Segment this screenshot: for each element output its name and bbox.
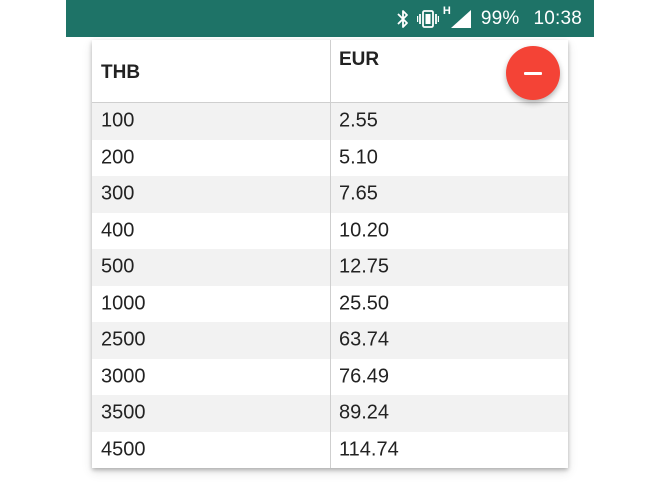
network-type-label: H — [442, 4, 451, 17]
remove-button[interactable] — [506, 46, 560, 100]
column-header-thb: THB — [101, 62, 141, 83]
thb-amount: 300 — [101, 182, 135, 205]
eur-amount: 25.50 — [339, 292, 390, 315]
thb-amount: 200 — [101, 146, 135, 169]
status-bar: H 99% 10:38 — [66, 0, 594, 37]
eur-amount: 12.75 — [339, 255, 390, 278]
column-divider — [330, 40, 331, 468]
eur-amount: 5.10 — [339, 146, 378, 169]
thb-amount: 3500 — [101, 401, 146, 424]
eur-amount: 63.74 — [339, 328, 390, 351]
bluetooth-icon — [397, 9, 409, 29]
column-header-eur: EUR — [339, 49, 380, 70]
eur-amount: 10.20 — [339, 219, 390, 242]
eur-amount: 2.55 — [339, 109, 378, 132]
battery-level: 99% — [480, 7, 520, 29]
minus-icon — [524, 71, 542, 75]
eur-amount: 89.24 — [339, 401, 390, 424]
thb-amount: 500 — [101, 255, 135, 278]
thb-amount: 2500 — [101, 328, 146, 351]
thb-amount: 400 — [101, 219, 135, 242]
thb-amount: 1000 — [101, 292, 146, 315]
clock: 10:38 — [533, 7, 582, 29]
thb-amount: 4500 — [101, 438, 146, 461]
signal-h-icon: H — [443, 5, 473, 29]
eur-amount: 114.74 — [339, 438, 399, 461]
eur-amount: 76.49 — [339, 365, 390, 388]
thb-amount: 3000 — [101, 365, 146, 388]
conversion-table: THB EUR 100 2.55 200 5.10 300 7.65 400 1… — [92, 40, 568, 468]
vibrate-icon — [416, 9, 439, 29]
eur-amount: 7.65 — [339, 182, 378, 205]
thb-amount: 100 — [101, 109, 135, 132]
